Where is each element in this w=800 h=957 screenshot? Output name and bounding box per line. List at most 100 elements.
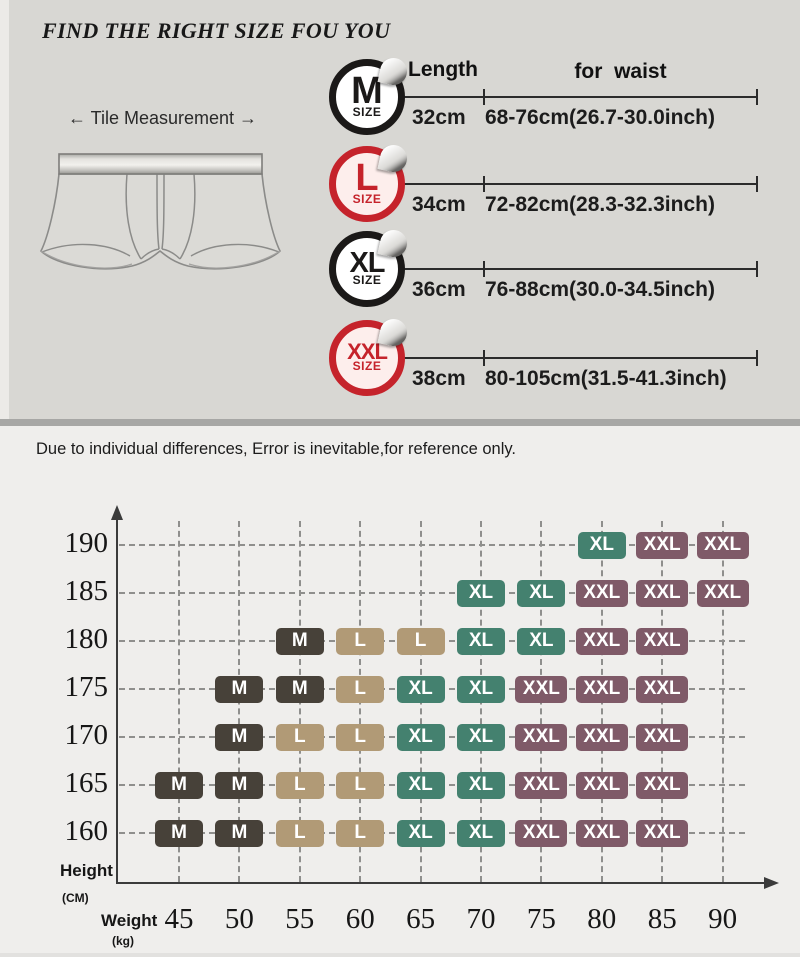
- size-cell-l: L: [396, 627, 445, 655]
- y-axis-arrow-icon: [111, 505, 123, 520]
- height-tick-label: 190: [64, 527, 109, 559]
- size-cell-m: M: [155, 771, 203, 799]
- size-cell-m: M: [215, 675, 264, 703]
- tile-measurement-label: ← Tile Measurement →: [67, 108, 258, 128]
- size-cell-xl: XL: [577, 531, 626, 559]
- page-title: FIND THE RIGHT SIZE FOU YOU: [42, 18, 391, 43]
- size-cell-xl: XL: [517, 627, 566, 655]
- weight-tick-label: 70: [466, 903, 496, 935]
- size-cell-xxl: XXL: [636, 579, 689, 607]
- size-cell-xl: XL: [396, 723, 445, 751]
- badge-size-subscript: SIZE: [352, 359, 382, 374]
- size-cell-xl: XL: [457, 723, 505, 751]
- y-axis: [116, 517, 118, 884]
- size-cell-xxl: XXL: [636, 627, 689, 655]
- size-badge-m: M SIZE: [329, 55, 410, 135]
- badge-size-label: L: [355, 156, 379, 199]
- measurement-tick: [483, 89, 485, 105]
- grid-line-horizontal: [119, 544, 745, 546]
- size-cell-xxl: XXL: [575, 771, 628, 799]
- size-badge-xxl: XXL SIZE: [329, 316, 410, 396]
- size-cell-xxl: XXL: [636, 771, 689, 799]
- size-cell-l: L: [336, 723, 385, 751]
- size-cell-xl: XL: [517, 579, 566, 607]
- size-cell-m: M: [275, 627, 324, 655]
- size-cell-xxl: XXL: [636, 723, 689, 751]
- left-edge-strip: [0, 0, 9, 419]
- size-cell-l: L: [336, 771, 385, 799]
- x-axis: [117, 882, 767, 884]
- height-tick-label: 180: [64, 623, 109, 655]
- size-cell-m: M: [215, 819, 264, 847]
- size-cell-l: L: [336, 819, 385, 847]
- size-cell-l: L: [275, 771, 324, 799]
- bottom-edge-strip: [0, 953, 800, 957]
- size-cell-xl: XL: [396, 819, 445, 847]
- section-divider: [0, 419, 800, 426]
- weight-axis-title: Weight: [101, 911, 158, 930]
- size-cell-l: L: [275, 723, 324, 751]
- badge-size-subscript: SIZE: [352, 273, 382, 288]
- size-cell-xxl: XXL: [575, 579, 628, 607]
- size-cell-l: L: [275, 819, 324, 847]
- x-axis-arrow-icon: [764, 877, 779, 889]
- size-cell-xl: XL: [457, 771, 505, 799]
- sticker-curl-icon: [377, 227, 410, 260]
- weight-tick-label: 75: [526, 903, 556, 935]
- measurement-tick: [483, 261, 485, 277]
- sticker-curl-icon: [377, 316, 410, 349]
- weight-tick-label: 50: [224, 903, 254, 935]
- size-cell-xxl: XXL: [575, 627, 628, 655]
- boxer-shorts-diagram: [40, 153, 281, 270]
- waist-value: 76-88cm(30.0-34.5inch): [485, 278, 715, 301]
- waist-value: 68-76cm(26.7-30.0inch): [485, 106, 715, 129]
- size-cell-xxl: XXL: [575, 675, 628, 703]
- size-cell-m: M: [215, 771, 264, 799]
- size-cell-xxl: XXL: [575, 819, 628, 847]
- size-cell-xl: XL: [396, 675, 445, 703]
- weight-tick-label: 90: [708, 903, 738, 935]
- waist-value: 80-105cm(31.5-41.3inch): [485, 367, 727, 390]
- size-cell-l: L: [336, 675, 385, 703]
- measurement-line: [404, 357, 758, 359]
- length-value: 34cm: [412, 193, 466, 216]
- length-value: 32cm: [412, 106, 466, 129]
- size-cell-xxl: XXL: [636, 531, 689, 559]
- size-cell-m: M: [155, 819, 203, 847]
- measurement-line: [404, 96, 758, 98]
- length-value: 36cm: [412, 278, 466, 301]
- weight-tick-label: 80: [587, 903, 617, 935]
- grid-line-horizontal: [119, 592, 745, 594]
- sticker-curl-icon: [377, 142, 410, 175]
- sticker-curl-icon: [377, 55, 410, 88]
- measurement-end-tick: [756, 89, 758, 105]
- length-value: 38cm: [412, 367, 466, 390]
- size-cell-xxl: XXL: [515, 819, 568, 847]
- grid-line-vertical: [178, 521, 180, 882]
- disclaimer-note: Due to individual differences, Error is …: [36, 440, 516, 458]
- waist-value: 72-82cm(28.3-32.3inch): [485, 193, 715, 216]
- height-axis-unit: (CM): [62, 891, 89, 905]
- size-cell-xl: XL: [457, 579, 505, 607]
- measurement-end-tick: [756, 261, 758, 277]
- size-cell-xl: XL: [396, 771, 445, 799]
- height-tick-label: 165: [64, 767, 109, 799]
- column-header-waist: for waist: [574, 60, 667, 83]
- measurement-tick: [483, 350, 485, 366]
- measurement-tick: [483, 176, 485, 192]
- weight-axis-unit: (kg): [112, 934, 134, 948]
- measurement-end-tick: [756, 176, 758, 192]
- size-badge-l: L SIZE: [329, 142, 410, 222]
- weight-tick-label: 85: [647, 903, 677, 935]
- size-cell-xxl: XXL: [696, 579, 749, 607]
- weight-tick-label: 60: [345, 903, 375, 935]
- size-cell-xxl: XXL: [515, 675, 568, 703]
- badge-size-subscript: SIZE: [352, 105, 382, 120]
- weight-tick-label: 65: [406, 903, 436, 935]
- column-header-length: Length: [408, 58, 478, 81]
- weight-tick-label: 55: [285, 903, 315, 935]
- size-cell-m: M: [275, 675, 324, 703]
- size-cell-xxl: XXL: [575, 723, 628, 751]
- size-cell-xxl: XXL: [515, 723, 568, 751]
